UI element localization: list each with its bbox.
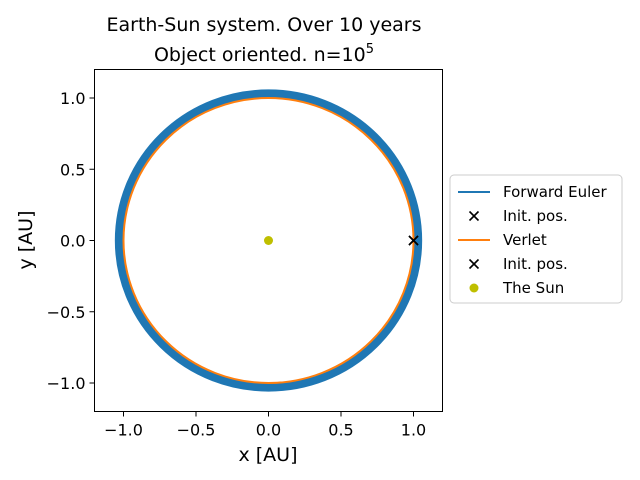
legend-label: Init. pos. (503, 255, 568, 273)
chart-title-line2: Object oriented. n=105 (154, 42, 374, 66)
legend-entry: The Sun (469, 279, 564, 297)
y-tick-label: 0.0 (60, 232, 85, 251)
x-axis-ticks: −1.0 −0.5 0.0 0.5 1.0 (104, 411, 426, 440)
y-tick-label: −0.5 (47, 303, 86, 322)
init-pos-marker-stroke-b (408, 235, 419, 246)
legend-x-swatch-b (468, 210, 480, 222)
legend-label: Init. pos. (503, 207, 568, 225)
x-tick-label: 0.0 (256, 421, 281, 440)
legend-entry: Init. pos. (468, 207, 568, 225)
chart-title-line2-text: Object oriented. n=10 (154, 44, 366, 66)
y-tick-label: 0.5 (60, 160, 85, 179)
legend-entry: Forward Euler (458, 183, 607, 201)
legend-label: Verlet (503, 231, 547, 249)
legend-label: The Sun (502, 279, 564, 297)
y-tick-label: −1.0 (47, 374, 86, 393)
legend-dot-swatch (469, 283, 479, 293)
y-axis-label: y [AU] (15, 210, 37, 269)
chart-title-line1: Earth-Sun system. Over 10 years (106, 14, 421, 36)
legend-entry: Verlet (458, 231, 547, 249)
forward-euler-orbit (114, 89, 423, 392)
data-layer (114, 89, 423, 392)
x-tick-label: 1.0 (401, 421, 426, 440)
x-tick-label: −0.5 (177, 421, 216, 440)
init-pos-marker (408, 235, 419, 246)
sun-marker (264, 236, 273, 245)
legend-x-swatch-b (468, 258, 480, 270)
chart-title-exponent: 5 (366, 42, 374, 57)
legend: Forward Euler Init. pos. Verlet Init. pos. T… (449, 174, 623, 304)
legend-frame (449, 174, 623, 304)
legend-label: Forward Euler (503, 183, 607, 201)
legend-entry: Init. pos. (468, 255, 568, 273)
x-tick-label: −1.0 (104, 421, 143, 440)
y-tick-label: 1.0 (60, 89, 85, 108)
x-tick-label: 0.5 (328, 421, 353, 440)
y-axis-ticks: −1.0 −0.5 0.0 0.5 1.0 (47, 89, 95, 393)
x-axis-label: x [AU] (238, 444, 297, 466)
